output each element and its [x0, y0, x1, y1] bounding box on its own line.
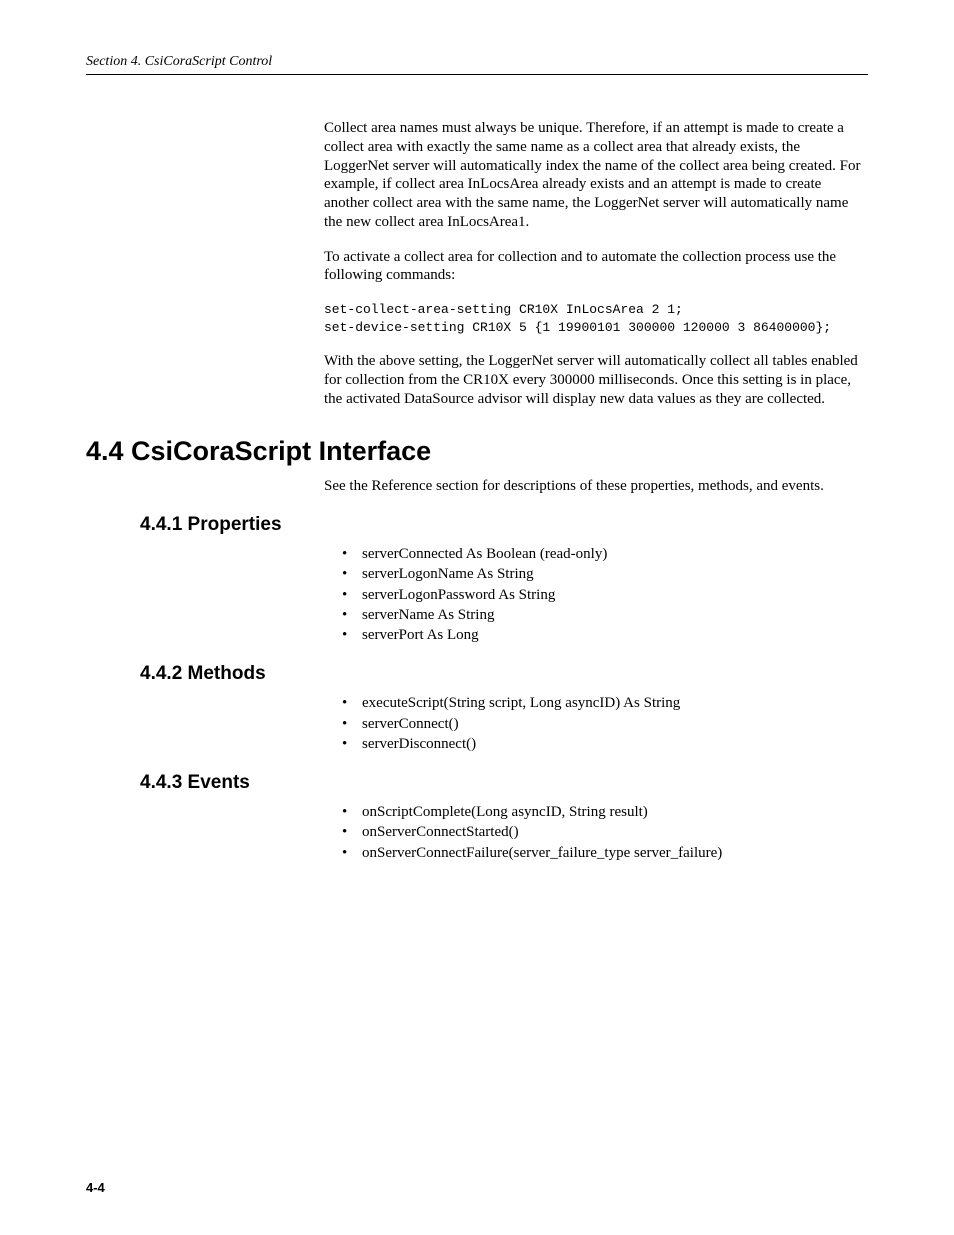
list-item: executeScript(String script, Long asyncI… — [342, 693, 868, 713]
list-item: onScriptComplete(Long asyncID, String re… — [342, 802, 868, 822]
body-block-1: Collect area names must always be unique… — [324, 119, 868, 408]
methods-block: executeScript(String script, Long asyncI… — [324, 693, 868, 754]
page: Section 4. CsiCoraScript Control Collect… — [0, 0, 954, 1235]
section-intro-block: See the Reference section for descriptio… — [324, 477, 868, 496]
list-item: serverPort As Long — [342, 625, 868, 645]
code-block: set-collect-area-setting CR10X InLocsAre… — [324, 301, 868, 336]
page-header: Section 4. CsiCoraScript Control — [86, 54, 868, 75]
subsection-heading-methods: 4.4.2 Methods — [140, 663, 868, 685]
events-block: onScriptComplete(Long asyncID, String re… — [324, 802, 868, 863]
paragraph: With the above setting, the LoggerNet se… — [324, 352, 868, 408]
methods-list: executeScript(String script, Long asyncI… — [324, 693, 868, 754]
properties-list: serverConnected As Boolean (read-only) s… — [324, 544, 868, 645]
section-heading: 4.4 CsiCoraScript Interface — [86, 436, 868, 467]
list-item: onServerConnectStarted() — [342, 822, 868, 842]
subsection-heading-events: 4.4.3 Events — [140, 772, 868, 794]
events-list: onScriptComplete(Long asyncID, String re… — [324, 802, 868, 863]
paragraph: See the Reference section for descriptio… — [324, 477, 868, 496]
list-item: serverLogonName As String — [342, 564, 868, 584]
header-text: Section 4. CsiCoraScript Control — [86, 54, 272, 69]
list-item: serverConnected As Boolean (read-only) — [342, 544, 868, 564]
subsection-heading-properties: 4.4.1 Properties — [140, 514, 868, 536]
list-item: serverLogonPassword As String — [342, 585, 868, 605]
paragraph: To activate a collect area for collectio… — [324, 248, 868, 286]
paragraph: Collect area names must always be unique… — [324, 119, 868, 232]
list-item: onServerConnectFailure(server_failure_ty… — [342, 843, 868, 863]
list-item: serverDisconnect() — [342, 734, 868, 754]
page-number: 4-4 — [86, 1180, 105, 1195]
properties-block: serverConnected As Boolean (read-only) s… — [324, 544, 868, 645]
list-item: serverConnect() — [342, 714, 868, 734]
list-item: serverName As String — [342, 605, 868, 625]
